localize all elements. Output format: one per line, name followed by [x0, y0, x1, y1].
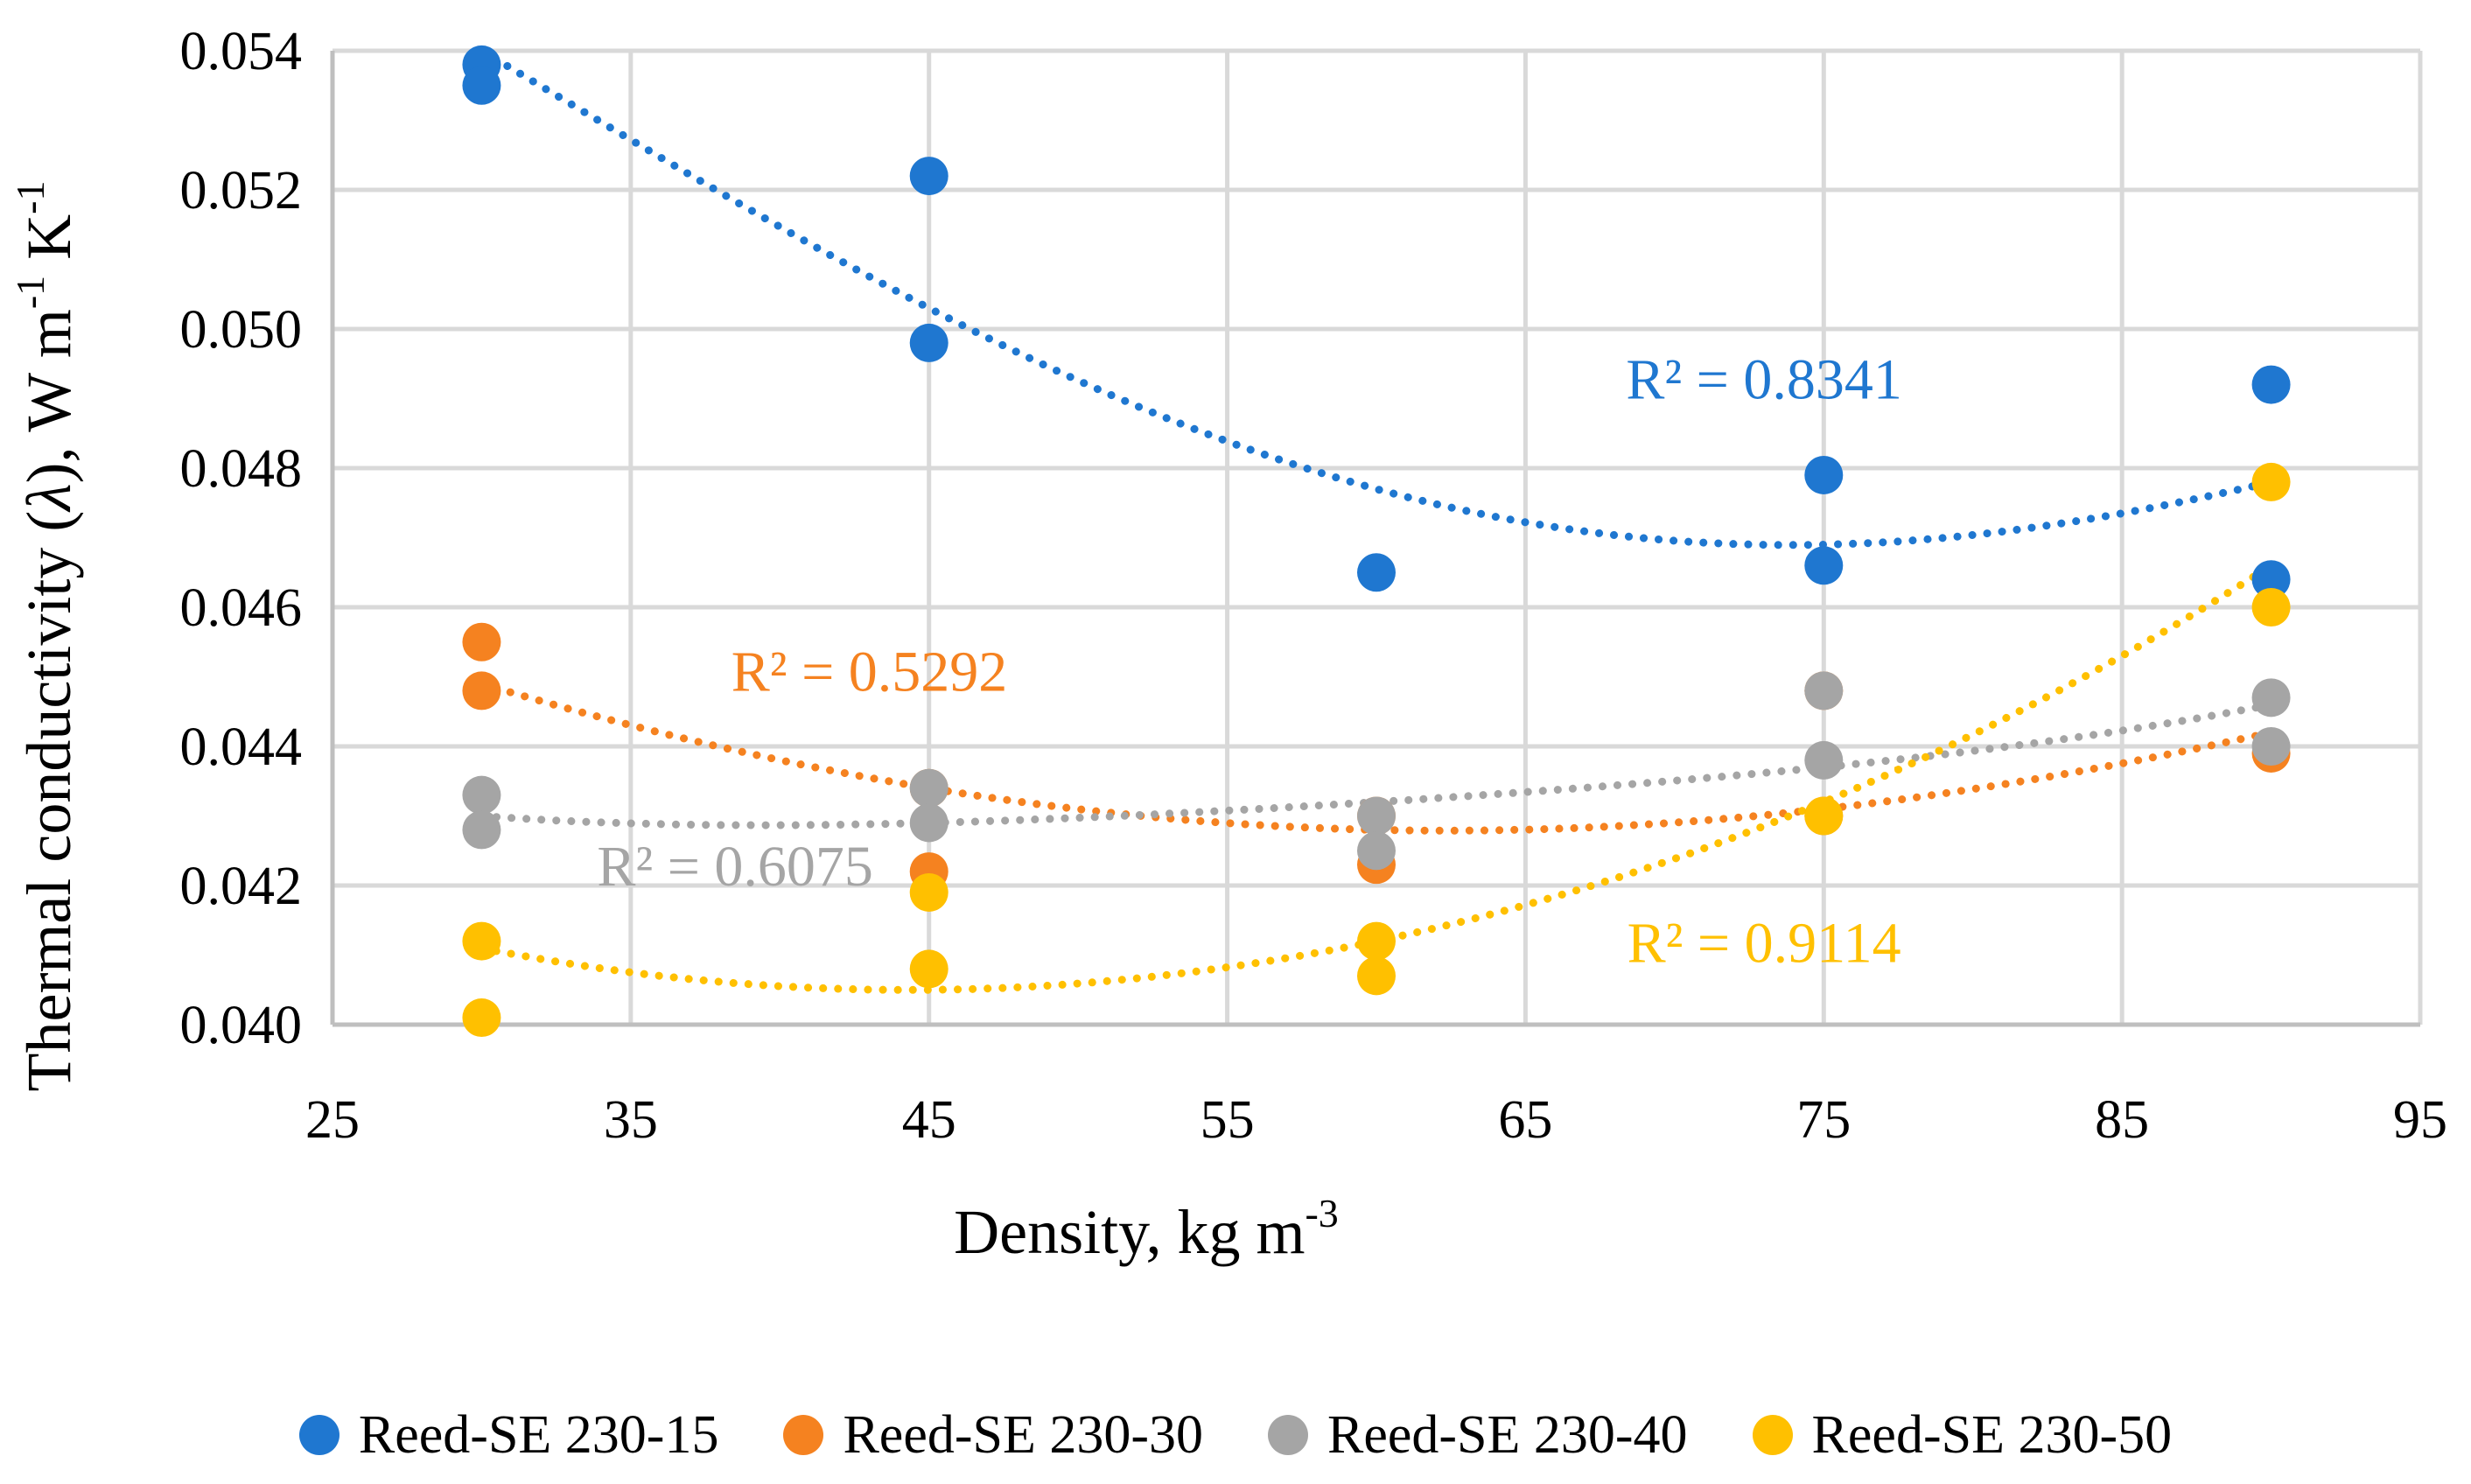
- x-tick-label: 45: [902, 1090, 956, 1150]
- y-axis-title: Thermal conductivity (λ), W m-1 K-1: [8, 181, 84, 1092]
- y-axis-title-sup1: -1: [8, 276, 52, 309]
- data-point-series-4: [909, 872, 948, 912]
- grid-lines: [330, 48, 2423, 1027]
- r2-label-series-4: R² = 0.9114: [1628, 911, 1901, 975]
- data-point-series-4: [909, 949, 948, 989]
- trendline-series-1: [477, 46, 2276, 550]
- data-point-series-3: [462, 810, 501, 850]
- r2-label-series-1: R² = 0.8341: [1626, 348, 1902, 412]
- y-tick-label: 0.042: [180, 857, 303, 916]
- r2-annotations: R² = 0.8341 R² = 0.5292 R² = 0.6075 R² = 0.…: [597, 348, 1901, 976]
- data-point-series-2: [462, 622, 501, 662]
- data-point-series-3: [1804, 671, 1844, 710]
- y-tick-label: 0.048: [180, 439, 303, 499]
- r2-label-series-2: R² = 0.5292: [732, 640, 1008, 704]
- x-tick-label: 95: [2393, 1090, 2447, 1150]
- r2-label-series-3: R² = 0.6075: [597, 835, 873, 899]
- x-tick-label: 65: [1498, 1090, 1552, 1150]
- y-tick-label: 0.050: [180, 300, 303, 360]
- data-point-series-3: [1804, 740, 1844, 780]
- y-tick-label: 0.040: [180, 996, 303, 1055]
- data-point-series-3: [2251, 727, 2291, 766]
- legend-item-reed-se-230-30: Reed-SE 230-30: [783, 1404, 1203, 1466]
- legend-item-reed-se-230-50: Reed-SE 230-50: [1752, 1404, 2173, 1466]
- data-point-series-3: [909, 768, 948, 808]
- legend-label: Reed-SE 230-50: [1811, 1404, 2173, 1465]
- y-tick-label: 0.052: [180, 161, 303, 220]
- y-axis-title-k: K: [14, 214, 84, 276]
- y-tick-label: 0.046: [180, 578, 303, 638]
- legend-label: Reed-SE 230-15: [358, 1404, 719, 1465]
- data-point-series-4: [462, 921, 501, 961]
- data-point-series-3: [2251, 678, 2291, 718]
- legend-label: Reed-SE 230-30: [843, 1404, 1203, 1465]
- legend-marker-icon: [1752, 1415, 1793, 1455]
- legend-marker-icon: [783, 1415, 824, 1455]
- x-tick-label: 35: [604, 1090, 658, 1150]
- data-point-series-3: [1357, 831, 1396, 871]
- x-tick-label: 25: [305, 1090, 360, 1150]
- x-tick-label: 55: [1200, 1090, 1255, 1150]
- data-point-series-1: [2251, 560, 2291, 599]
- x-axis-title: Density, kg m-3: [954, 1191, 1339, 1267]
- data-point-series-1: [909, 323, 948, 362]
- data-point-series-4: [1357, 921, 1396, 961]
- data-points: [462, 45, 2291, 1038]
- x-tick-label: 85: [2095, 1090, 2149, 1150]
- y-axis-title-lambda: λ: [14, 484, 84, 513]
- x-tick-label: 75: [1796, 1090, 1851, 1150]
- data-point-series-2: [462, 671, 501, 710]
- y-axis-title-unit: ), W m: [14, 309, 84, 483]
- x-axis-title-text: Density, kg m: [954, 1197, 1305, 1267]
- data-point-series-1: [2251, 365, 2291, 404]
- data-point-series-4: [1804, 796, 1844, 836]
- legend-marker-icon: [1268, 1415, 1308, 1455]
- data-point-series-1: [1357, 553, 1396, 592]
- legend-item-reed-se-230-40: Reed-SE 230-40: [1268, 1404, 1688, 1466]
- data-point-series-3: [1357, 796, 1396, 836]
- data-point-series-4: [462, 998, 501, 1038]
- data-point-series-4: [2251, 462, 2291, 501]
- y-axis-title-sup2: -1: [8, 181, 52, 214]
- data-point-series-4: [2251, 588, 2291, 626]
- legend-item-reed-se-230-15: Reed-SE 230-15: [298, 1404, 719, 1466]
- data-point-series-1: [1804, 546, 1844, 585]
- y-tick-label: 0.044: [180, 718, 303, 777]
- data-point-series-1: [909, 157, 948, 196]
- legend-marker-icon: [298, 1415, 340, 1455]
- axes: [330, 51, 2420, 1027]
- data-point-series-4: [1357, 956, 1396, 996]
- legend: Reed-SE 230-15 Reed-SE 230-30 Reed-SE 23…: [0, 1400, 2471, 1470]
- y-tick-labels: 0.040 0.042 0.044 0.046 0.048 0.050 0.052 0.054: [180, 22, 303, 1055]
- y-axis-title-main: Thermal conductivity (: [14, 511, 84, 1092]
- y-tick-label: 0.054: [180, 22, 303, 81]
- x-axis-title-sup: -3: [1305, 1191, 1338, 1236]
- data-point-series-1: [1804, 455, 1844, 494]
- data-point-series-3: [909, 803, 948, 843]
- data-point-series-1: [462, 66, 501, 105]
- legend-label: Reed-SE 230-40: [1327, 1404, 1688, 1465]
- data-point-series-3: [462, 775, 501, 815]
- x-tick-labels: 25 35 45 55 65 75 85 95: [305, 1090, 2447, 1150]
